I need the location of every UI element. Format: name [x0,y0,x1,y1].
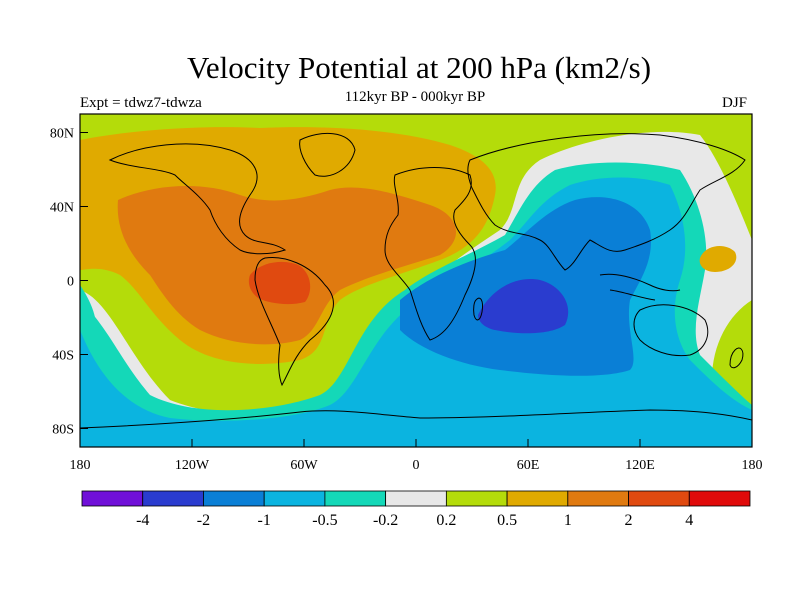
y-tick-label: 80N [50,127,74,142]
map-subtitle: 112kyr BP - 000kyr BP [344,89,486,105]
colorbar-label: -0.2 [373,512,398,529]
colorbar-label: -0.5 [312,512,337,529]
y-tick-label: 40N [50,201,74,216]
x-tick-label: 120W [175,458,210,473]
y-tick-label: 40S [52,349,74,364]
x-tick-label: 0 [413,458,420,473]
colorbar-label: 1 [564,512,572,529]
colorbar-swatch [81,490,144,507]
colorbar-swatch [142,490,204,507]
x-tick-label: 60E [517,458,540,473]
axis-ticks: 180 120W 60W 0 60E 120E 180 80N 40N 0 40S 80S [50,127,763,474]
x-tick-label: 60W [290,458,318,473]
x-tick-label: 180 [70,458,91,473]
map-title: Velocity Potential at 200 hPa (km2/s) [186,50,652,85]
experiment-label: Expt = tdwz7-tdwza [80,95,202,111]
x-tick-label: 180 [742,458,763,473]
y-tick-label: 0 [67,275,74,290]
colorbar-swatch [263,490,326,507]
y-tick-label: 80S [52,423,74,438]
colorbar-swatch [203,490,265,507]
contour-core-negative [478,279,569,334]
contour-field [80,114,752,447]
colorbar-label: -4 [136,512,149,529]
x-tick-label: 120E [625,458,655,473]
contour-blob-east-pacific [699,246,737,272]
colorbar-label: 2 [625,512,633,529]
contour-core-positive [248,261,311,305]
colorbar-label: 0.2 [436,512,456,529]
coastlines [80,132,752,429]
colorbar-swatch [688,490,751,507]
colorbar-label: 0.5 [497,512,517,529]
colorbar-swatch [385,490,447,507]
colorbar-swatch [567,490,629,507]
colorbar-swatch [445,490,508,507]
colorbar: -4 -2 -1 -0.5 -0.2 0.2 0.5 1 2 4 [81,490,751,529]
colorbar-label: 4 [685,512,693,529]
season-label: DJF [722,95,748,111]
colorbar-swatch [324,490,387,507]
colorbar-label: -2 [197,512,210,529]
colorbar-label: -1 [258,512,271,529]
colorbar-swatch [628,490,690,507]
colorbar-swatch [506,490,569,507]
